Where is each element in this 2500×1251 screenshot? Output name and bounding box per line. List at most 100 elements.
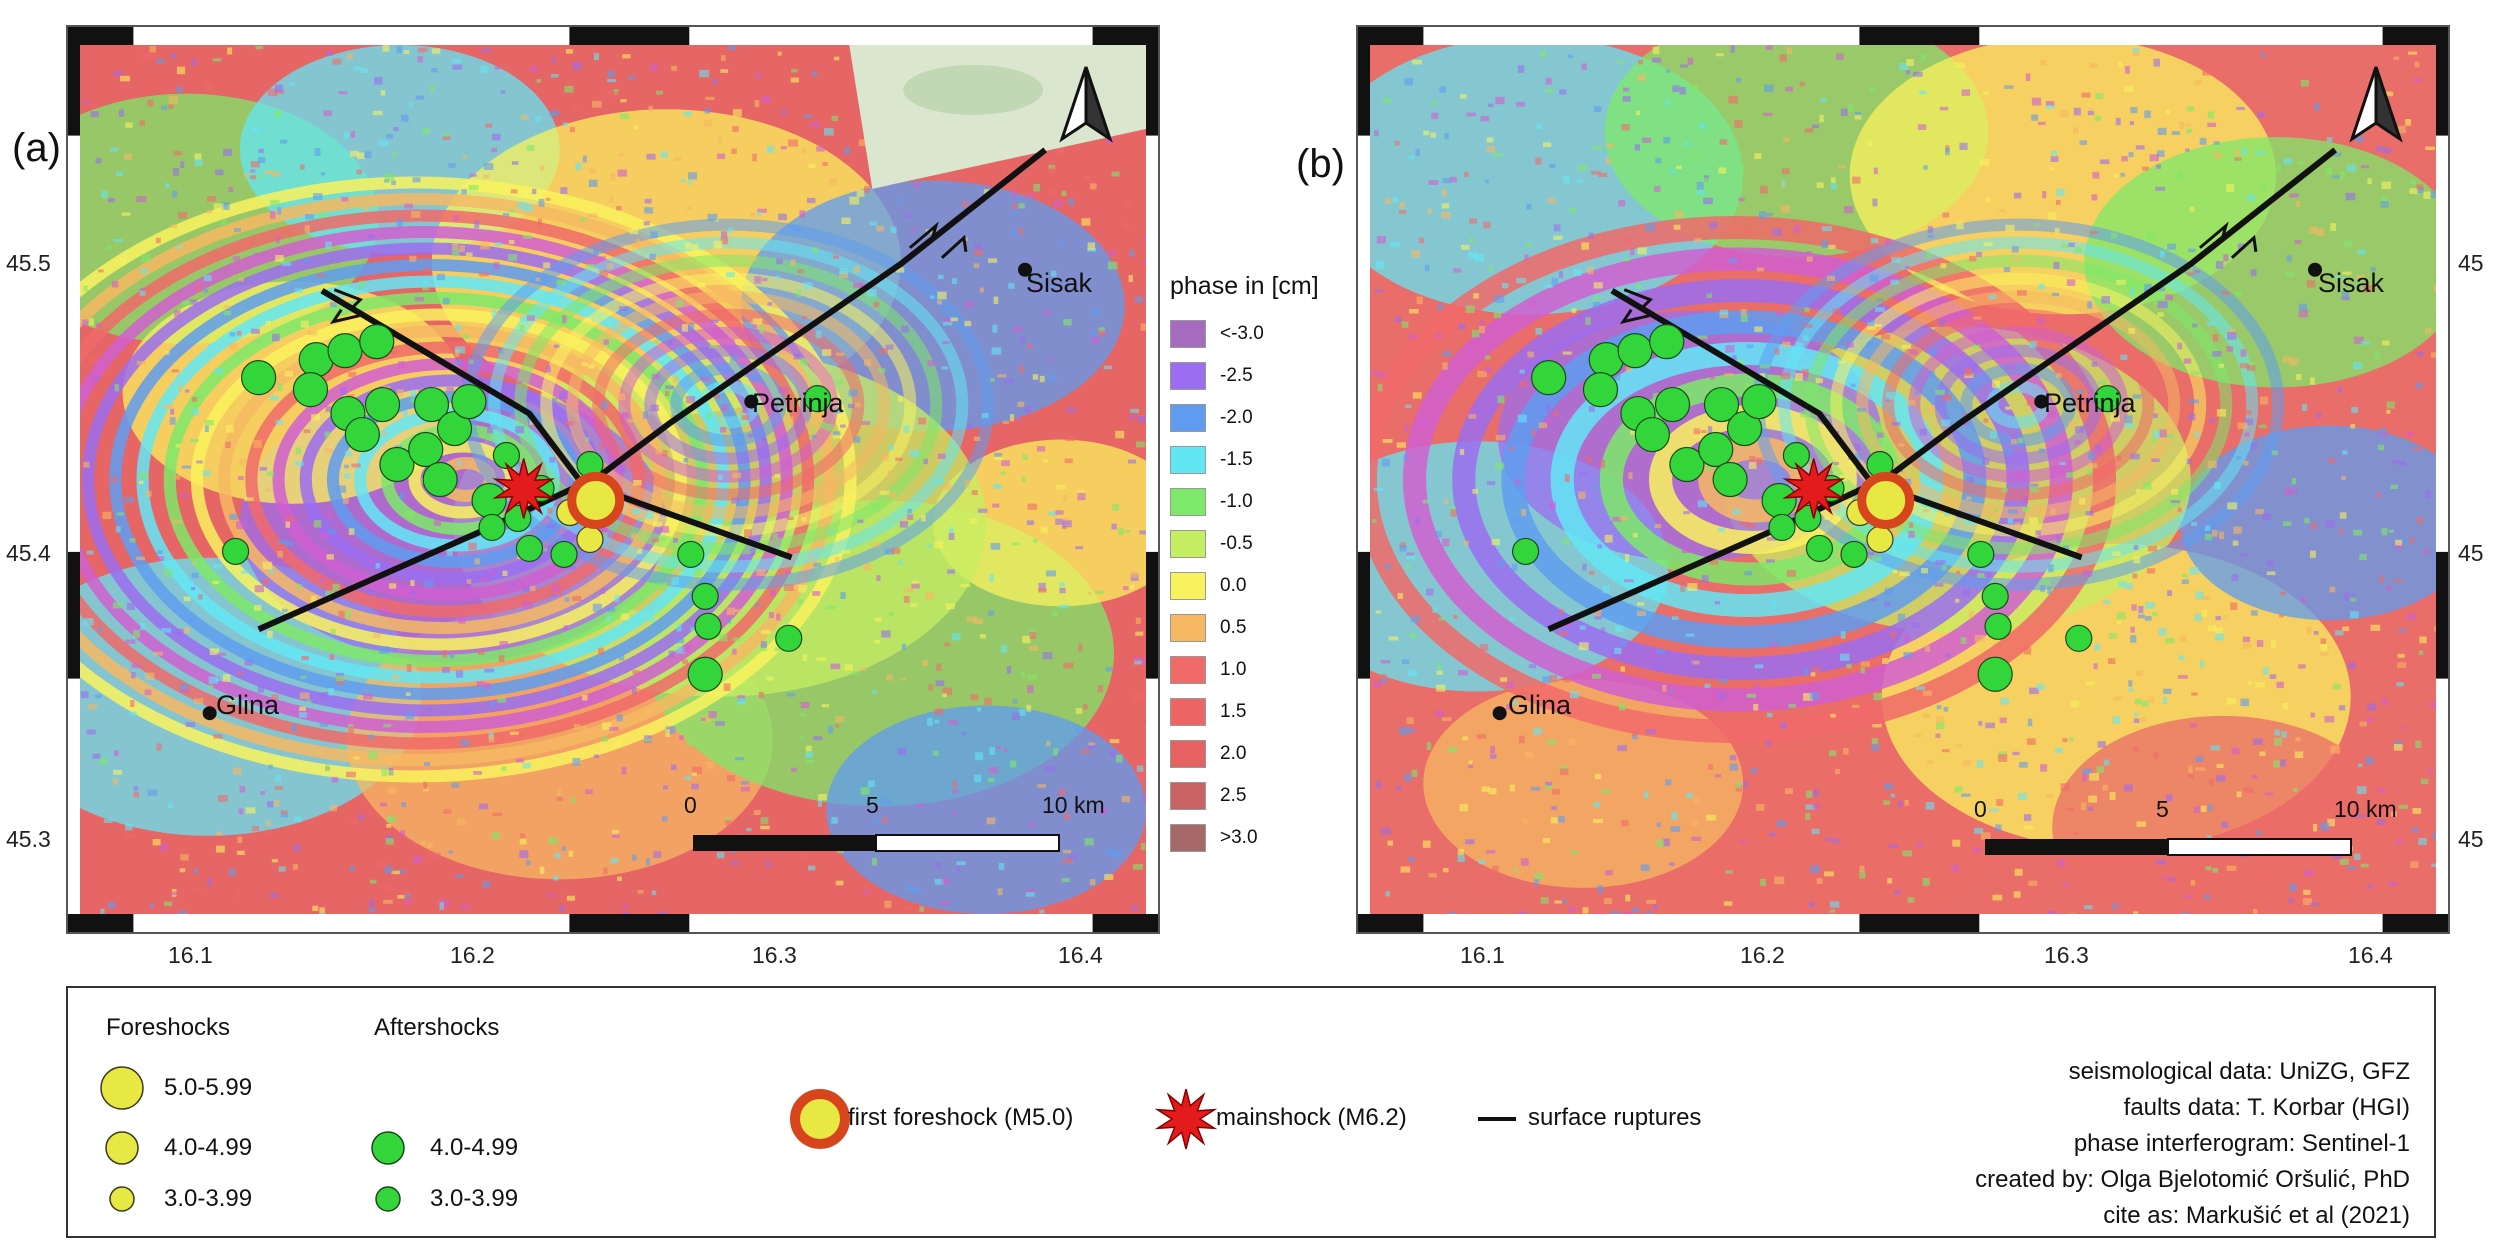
aftershock-marker[interactable] [478, 513, 506, 542]
phase-swatch [1170, 320, 1206, 348]
aftershock-marker[interactable] [1984, 612, 2012, 640]
aftershock-marker[interactable] [1840, 540, 1868, 569]
lat-tick-45-4: 45.4 [6, 540, 51, 566]
aftershock-marker[interactable] [1669, 446, 1705, 483]
aftershock-marker[interactable] [241, 360, 277, 396]
foreshock-class-3: 3.0-3.99 [164, 1185, 253, 1212]
scale-label-5-a: 5 [866, 792, 879, 818]
aftershock-marker[interactable] [1977, 656, 2013, 692]
aftershock-marker[interactable] [694, 612, 722, 640]
phase-swatch [1170, 488, 1206, 516]
city-marker[interactable] [2307, 262, 2322, 277]
foreshock-marker[interactable] [576, 525, 604, 554]
aftershock-marker[interactable] [344, 416, 380, 453]
aftershock-marker[interactable] [1981, 582, 2009, 610]
aftershock-marker[interactable] [1511, 537, 1540, 566]
aftershock-marker[interactable] [515, 534, 544, 563]
credit-line-3: phase interferogram: Sentinel-1 [2073, 1130, 2410, 1157]
slip-arrow-icon [333, 288, 363, 311]
aftershock-marker[interactable] [221, 537, 250, 566]
aftershock-marker[interactable] [471, 482, 507, 519]
scale-label-10km-b: 10 km [2334, 796, 2397, 822]
aftershock-marker[interactable] [1967, 540, 1995, 569]
phase-swatch [1170, 656, 1206, 684]
aftershock-marker[interactable] [1582, 372, 1619, 408]
lon-tick-b-16-4: 16.4 [2348, 942, 2393, 968]
aftershock-marker[interactable] [492, 441, 520, 470]
aftershock-marker[interactable] [1654, 386, 1691, 423]
interferogram-map-b[interactable] [1358, 27, 2448, 932]
aftershock-marker[interactable] [1649, 324, 1685, 360]
phase-label: 1.0 [1220, 659, 1247, 680]
map-panel-b[interactable] [1356, 25, 2450, 934]
aftershock-marker[interactable] [803, 384, 832, 413]
aftershock-marker[interactable] [775, 624, 803, 652]
aftershock-marker[interactable] [379, 446, 415, 483]
city-marker[interactable] [202, 706, 217, 721]
aftershock-marker[interactable] [1617, 333, 1653, 369]
aftershock-marker[interactable] [1698, 431, 1734, 468]
credits-block: seismological data: UniZG, GFZ faults da… [1975, 1054, 2410, 1234]
aftershock-class-2: 3.0-3.99 [430, 1185, 519, 1212]
city-label-glina-b: Glina [1508, 690, 1572, 720]
phase-label: 2.5 [1220, 785, 1247, 806]
aftershock-marker[interactable] [1703, 386, 1740, 423]
aftershock-marker[interactable] [691, 582, 719, 610]
phase-legend-entries: <-3.0 -2.5 -2.0 -1.5 -1.0 -0.5 0.0 0.5 1.0 1.5 2.0… [1170, 313, 1350, 859]
aftershock-marker[interactable] [327, 333, 363, 369]
aftershock-marker[interactable] [1634, 416, 1670, 453]
aftershocks-title: Aftershocks [374, 1014, 500, 1041]
aftershock-marker[interactable] [1805, 534, 1834, 563]
first-foreshock-marker[interactable] [1857, 471, 1915, 529]
scale-bar-black [693, 835, 876, 851]
aftershock-marker[interactable] [1712, 461, 1748, 498]
aftershock-marker[interactable] [1741, 383, 1777, 420]
lat-tick-right-45-3: 45 [2458, 826, 2484, 852]
phase-label: >3.0 [1220, 827, 1258, 848]
city-label-petrinja-a: Petrinja [752, 388, 844, 418]
aftershock-marker[interactable] [1531, 360, 1567, 396]
foreshock-marker[interactable] [1866, 525, 1894, 554]
city-marker[interactable] [1492, 706, 1507, 721]
map-panel-a[interactable] [66, 25, 1160, 934]
aftershock-marker[interactable] [550, 540, 578, 569]
phase-legend-row: 0.0 [1170, 565, 1350, 607]
city-marker[interactable] [744, 394, 759, 409]
aftershock-marker[interactable] [2093, 384, 2122, 413]
aftershock-marker[interactable] [1782, 441, 1810, 470]
interferogram-layer [80, 45, 1146, 914]
phase-legend-row: >3.0 [1170, 817, 1350, 859]
lat-tick-45-3: 45.3 [6, 826, 51, 852]
phase-legend-row: 1.5 [1170, 691, 1350, 733]
aftershock-marker[interactable] [364, 386, 401, 423]
aftershock-marker[interactable] [2065, 624, 2093, 652]
lon-tick-a-16-4: 16.4 [1058, 942, 1103, 968]
seismic-events [1511, 324, 2122, 692]
phase-label: <-3.0 [1220, 323, 1264, 344]
aftershock-marker[interactable] [687, 656, 723, 692]
phase-swatch [1170, 530, 1206, 558]
aftershock-marker[interactable] [451, 383, 487, 420]
mainshock-marker[interactable] [492, 458, 556, 519]
phase-swatch [1170, 446, 1206, 474]
aftershock-marker[interactable] [422, 461, 458, 498]
aftershock-marker[interactable] [677, 540, 705, 569]
mainshock-marker[interactable] [1782, 458, 1846, 519]
lat-tick-right-45-5: 45 [2458, 250, 2484, 276]
lon-tick-a-16-1: 16.1 [168, 942, 213, 968]
interferogram-map-a[interactable] [68, 27, 1158, 932]
aftershock-marker[interactable] [413, 386, 450, 423]
aftershock-marker[interactable] [359, 324, 395, 360]
first-foreshock-marker[interactable] [567, 471, 625, 529]
aftershock-marker[interactable] [408, 431, 444, 468]
fault-lines [1547, 147, 2338, 633]
phase-label: -1.0 [1220, 491, 1253, 512]
aftershock-marker[interactable] [1768, 513, 1796, 542]
aftershock-marker[interactable] [292, 372, 329, 408]
aftershock-marker[interactable] [1761, 482, 1797, 519]
credit-line-4: created by: Olga Bjelotomić Oršulić, PhD [1975, 1166, 2410, 1193]
phase-legend-row: -2.0 [1170, 397, 1350, 439]
city-marker[interactable] [2034, 394, 2049, 409]
city-marker[interactable] [1017, 262, 1032, 277]
phase-legend-row: -2.5 [1170, 355, 1350, 397]
